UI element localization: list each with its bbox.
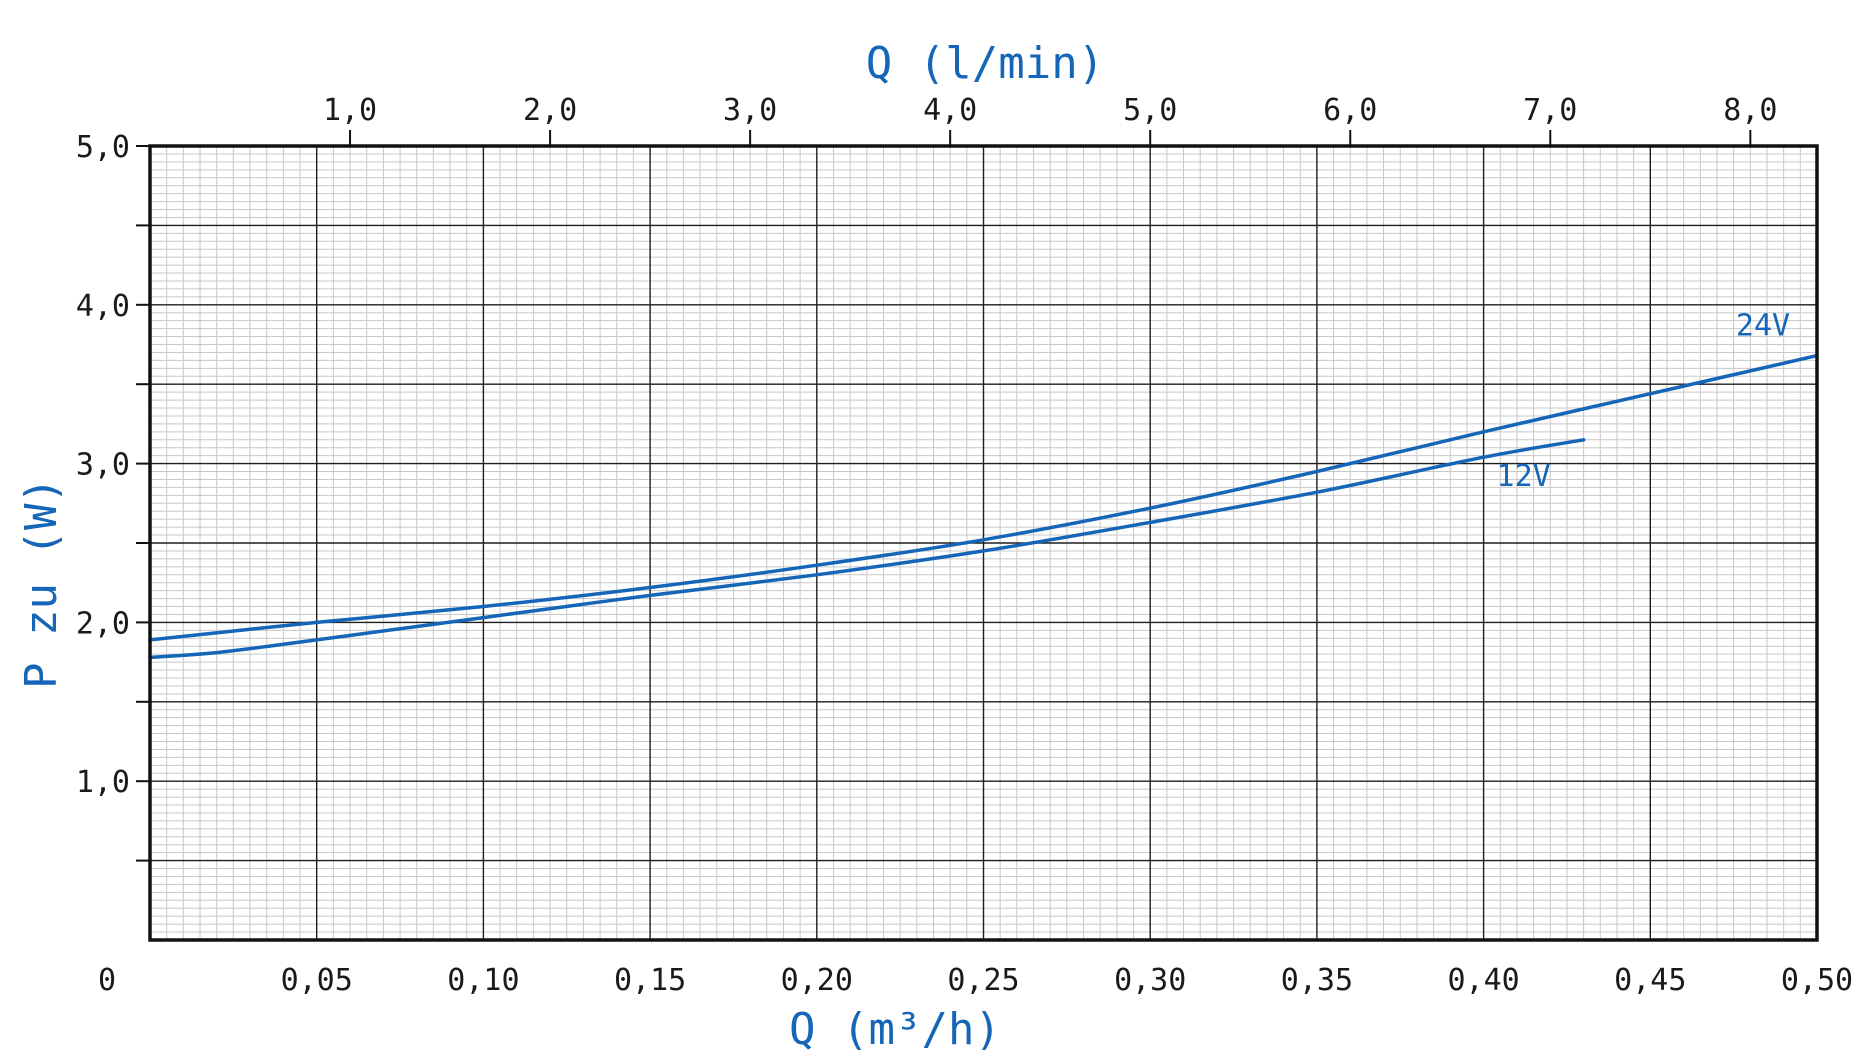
x-top-axis-title: Q (l/min) <box>866 38 1104 89</box>
x-tick-label: 0 <box>98 963 116 998</box>
x-axis-title: Q (m³/h) <box>789 1004 1001 1055</box>
x-top-tick-label: 1,0 <box>323 93 377 128</box>
x-tick-label: 0,15 <box>614 963 686 998</box>
x-tick-label: 0,35 <box>1281 963 1353 998</box>
x-top-tick-labels: 1,0 2,0 3,0 4,0 5,0 6,0 7,0 8,0 <box>323 93 1777 128</box>
y-tick-label: 5,0 <box>76 130 130 165</box>
series-label-12v: 12V <box>1497 459 1551 494</box>
x-tick-label: 0,30 <box>1114 963 1186 998</box>
x-tick-label: 0,45 <box>1614 963 1686 998</box>
y-tick-label: 2,0 <box>76 606 130 641</box>
x-top-tick-label: 2,0 <box>523 93 577 128</box>
series-lines <box>148 353 1819 660</box>
plot-frame <box>148 144 1819 942</box>
y-tick-label: 1,0 <box>76 765 130 800</box>
x-tick-label: 0,20 <box>781 963 853 998</box>
x-top-tick-label: 7,0 <box>1523 93 1577 128</box>
y-tick-label: 4,0 <box>76 289 130 324</box>
y-tick-label: 3,0 <box>76 448 130 483</box>
axis-ticks <box>136 130 1752 862</box>
x-tick-label: 0,40 <box>1447 963 1519 998</box>
series-labels: 24V 12V <box>1497 309 1791 494</box>
x-top-tick-label: 6,0 <box>1323 93 1377 128</box>
series-label-24v: 24V <box>1736 309 1790 344</box>
x-tick-label: 0,50 <box>1781 963 1853 998</box>
x-top-tick-label: 4,0 <box>923 93 977 128</box>
series-line-24v <box>148 353 1819 642</box>
x-tick-label: 0,10 <box>447 963 519 998</box>
x-tick-label: 0,05 <box>281 963 353 998</box>
y-tick-labels: 1,0 2,0 3,0 4,0 5,0 <box>76 130 130 800</box>
series-line-12v <box>148 438 1586 660</box>
x-top-tick-label: 8,0 <box>1723 93 1777 128</box>
x-tick-labels: 0 0,05 0,10 0,15 0,20 0,25 0,30 0,35 0,40 0,45 0,5… <box>98 963 1853 998</box>
y-axis-title: P zu (W) <box>16 477 67 689</box>
x-top-tick-label: 3,0 <box>723 93 777 128</box>
x-top-tick-label: 5,0 <box>1123 93 1177 128</box>
major-grid <box>150 146 1817 940</box>
x-tick-label: 0,25 <box>947 963 1019 998</box>
